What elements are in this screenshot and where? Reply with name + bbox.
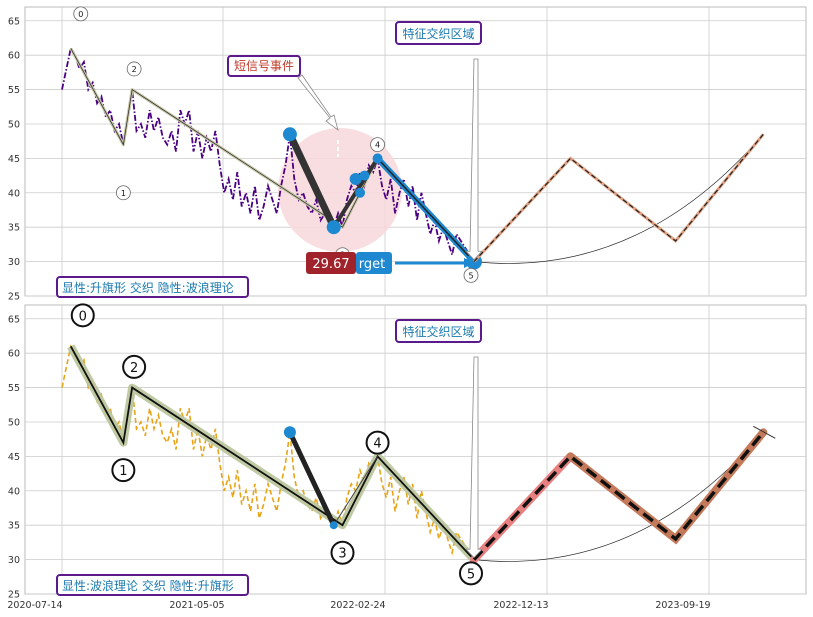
flag-point xyxy=(326,220,341,235)
footer-frame xyxy=(56,276,249,298)
projection-arc xyxy=(473,134,764,264)
y-tick-label: 30 xyxy=(8,257,20,268)
wave-label-circle xyxy=(73,6,89,22)
y-tick-label: 25 xyxy=(8,590,20,601)
y-tick-label: 40 xyxy=(8,486,20,497)
zone-title: 特征交织区域 xyxy=(402,324,474,339)
price-tag-value: 29.67 xyxy=(312,257,349,272)
target-tag-label: rget xyxy=(359,257,385,272)
price-tag-bg xyxy=(306,252,356,274)
wave-label-circle xyxy=(70,303,95,328)
event-frame xyxy=(227,55,301,77)
y-tick-label: 60 xyxy=(8,349,20,360)
zone-title-box: 特征交织区域 xyxy=(395,21,482,45)
y-tick-label: 50 xyxy=(8,119,20,130)
zone-title-frame xyxy=(395,21,482,45)
wave-label-circle xyxy=(122,354,147,379)
wave-label: 2 xyxy=(130,361,138,376)
wave-label-circle xyxy=(463,267,479,283)
event-box: 短信号事件 xyxy=(227,55,301,77)
event-arrow xyxy=(297,74,339,132)
footer-box: 显性:升旗形 交织 隐性:波浪理论 xyxy=(56,276,249,298)
wave-label-circle xyxy=(459,561,484,586)
x-tick-label: 2022-02-24 xyxy=(330,600,385,611)
x-tick-label: 2021-05-05 xyxy=(169,600,224,611)
flag-segment xyxy=(333,456,378,526)
y-tick-label: 55 xyxy=(8,85,20,96)
zone-title: 特征交织区域 xyxy=(402,26,474,41)
footer-text: 显性:升旗形 交织 隐性:波浪理论 xyxy=(62,280,234,295)
zone-title-frame xyxy=(395,319,482,343)
wave-label-circle xyxy=(126,61,142,77)
price-tag: 29.67 rget xyxy=(306,252,392,274)
flag-pole xyxy=(286,130,338,231)
footer-text: 显性:波浪理论 交织 隐性:升旗形 xyxy=(62,578,234,593)
y-tick-label: 50 xyxy=(8,417,20,428)
x-tick-label: 2020-07-14 xyxy=(7,600,62,611)
x-tick-label: 2023-09-19 xyxy=(655,600,710,611)
x-tick-label: 2022-12-13 xyxy=(493,600,548,611)
flag-breakdown-core xyxy=(377,157,475,263)
wave-label: 2 xyxy=(132,65,137,74)
plot-frame xyxy=(24,6,807,297)
wave-label-circle xyxy=(330,540,355,565)
event-label: 短信号事件 xyxy=(234,59,294,73)
wave-label-circle xyxy=(370,137,385,153)
projection-end-tick xyxy=(753,425,776,439)
y-tick-label: 65 xyxy=(8,314,20,325)
y-tick-label: 60 xyxy=(8,51,20,62)
flag-point xyxy=(283,426,296,439)
wave-label: 1 xyxy=(119,464,127,479)
wave-line xyxy=(69,345,475,561)
y-tick-label: 25 xyxy=(8,292,20,303)
zone-arrow xyxy=(465,58,483,261)
y-tick-label: 65 xyxy=(8,16,20,27)
flag-point xyxy=(329,521,338,530)
wave-label: 5 xyxy=(467,567,475,582)
wave-label: 4 xyxy=(373,437,381,452)
wave-label: 5 xyxy=(468,271,473,280)
projection-dashes xyxy=(472,431,765,561)
y-tick-label: 40 xyxy=(8,188,20,199)
wave-label: 4 xyxy=(375,141,380,150)
flag-point xyxy=(349,173,362,186)
projection-dashes xyxy=(473,133,764,263)
target-arrow-head xyxy=(464,258,474,268)
wave-label-circle xyxy=(111,458,136,483)
y-tick-label: 45 xyxy=(8,452,20,463)
wave-label: 1 xyxy=(121,189,126,198)
wave-label: 0 xyxy=(78,10,83,19)
plot-frame xyxy=(24,304,807,595)
footer-frame xyxy=(56,574,249,596)
wave-label-circle xyxy=(115,185,131,201)
wave-label: 3 xyxy=(338,547,346,562)
zone-arrow xyxy=(465,356,483,559)
wave-label: 0 xyxy=(79,309,87,324)
target-tag-bg xyxy=(356,252,392,274)
zone-title-box: 特征交织区域 xyxy=(395,319,482,343)
flag-point xyxy=(359,170,370,181)
flag-point xyxy=(282,127,297,142)
flag-point xyxy=(355,187,366,198)
y-tick-label: 30 xyxy=(8,555,20,566)
flag-pole xyxy=(287,429,337,528)
wave-label-circle xyxy=(365,430,390,455)
y-tick-label: 35 xyxy=(8,521,20,532)
y-tick-label: 45 xyxy=(8,154,20,165)
event-highlight-circle xyxy=(278,128,402,252)
y-tick-label: 35 xyxy=(8,223,20,234)
y-tick-label: 55 xyxy=(8,383,20,394)
footer-box: 显性:波浪理论 交织 隐性:升旗形 xyxy=(56,574,249,596)
flag-point xyxy=(372,153,383,164)
